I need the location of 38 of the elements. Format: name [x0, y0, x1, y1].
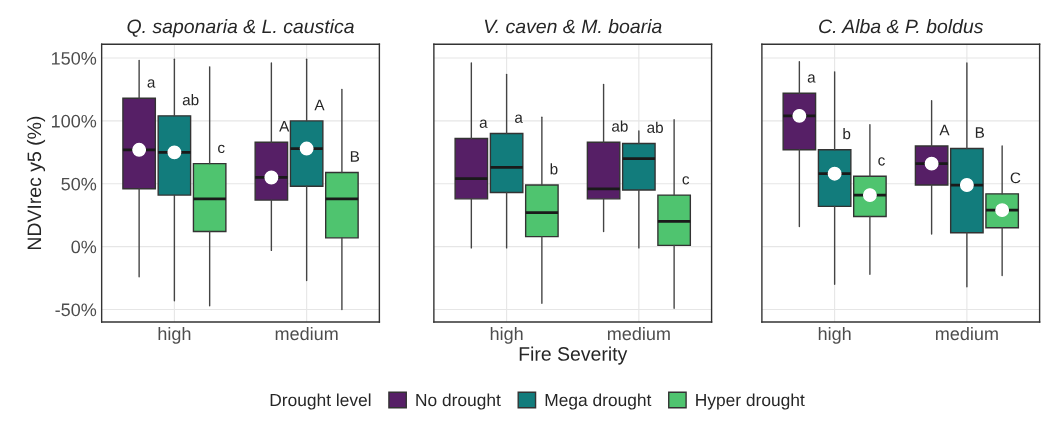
- annotation: b: [843, 128, 851, 140]
- annotation: a: [147, 79, 156, 88]
- y-tick-label: 150%: [51, 51, 97, 65]
- legend-title: Drought level: [270, 393, 371, 410]
- chart-title: Q. saponaria & L. caustica: [127, 19, 354, 38]
- annotation: A: [939, 124, 950, 136]
- x-tick-label: high: [490, 326, 523, 344]
- legend-label: Hyper drought: [696, 393, 805, 410]
- annotation: c: [682, 176, 690, 185]
- y-tick-label: 0%: [71, 240, 97, 254]
- x-tick-label: medium: [275, 326, 338, 341]
- legend-label: Mega drought: [545, 393, 652, 410]
- x-axis-title: Fire Severity: [519, 346, 628, 365]
- x-tick-label: high: [158, 326, 191, 344]
- annotation: c: [878, 157, 885, 166]
- annotation: c: [218, 144, 225, 154]
- annotation: a: [479, 119, 488, 128]
- annotation: A: [279, 121, 290, 132]
- y-axis-title: NDVIrec y5 (%): [26, 116, 46, 250]
- chart-title: V. caven & M. boaria: [484, 19, 662, 34]
- annotation: C: [1010, 172, 1021, 184]
- x-tick-label: medium: [607, 326, 670, 341]
- y-tick-label: -50%: [55, 303, 97, 317]
- chart-title: C. Alba & P. boldus: [819, 19, 984, 34]
- annotation: B: [975, 127, 985, 138]
- annotation: ab: [647, 121, 663, 133]
- annotation: B: [350, 151, 360, 162]
- annotation: a: [807, 74, 816, 83]
- y-tick-label: 50%: [61, 177, 97, 191]
- annotation: ab: [182, 94, 199, 106]
- x-tick-label: medium: [935, 326, 998, 341]
- annotation: b: [550, 163, 558, 175]
- y-tick-label: 100%: [51, 114, 97, 128]
- annotation: ab: [612, 120, 628, 132]
- annotation: A: [314, 99, 325, 111]
- legend-label: No drought: [416, 393, 501, 410]
- annotation: a: [515, 114, 523, 123]
- x-tick-label: high: [818, 326, 851, 344]
